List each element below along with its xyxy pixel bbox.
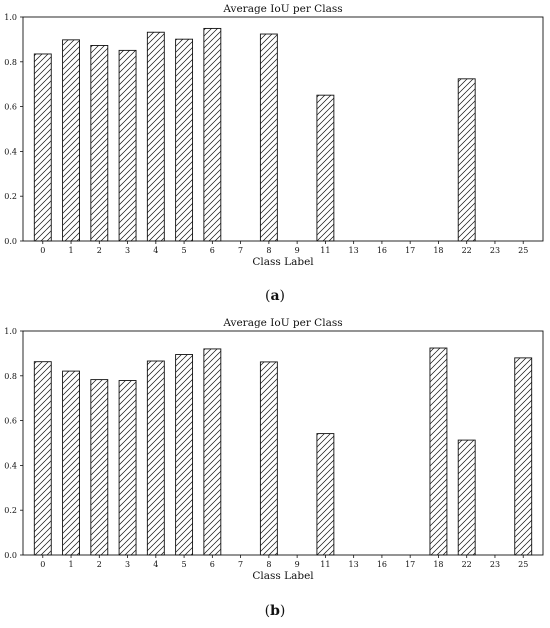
x-tick-label: 16: [377, 246, 387, 255]
chart-panel-a: Average IoU per Class 0 1 2 3 4 5 6 7 8 9 11 13 16 17 1…: [4, 3, 544, 304]
plot-frame: [22, 330, 544, 556]
x-tick-label: 25: [518, 560, 528, 569]
bar-class-5: [175, 38, 194, 242]
bar-class-11: [316, 433, 335, 556]
y-tick-label: 0.4: [4, 147, 17, 156]
chart-panel-b: Average IoU per Class 0 1 2 3 4 5 6 7 8 9 11 13 16 17 1…: [0, 314, 550, 628]
y-tick-label: 0.4: [4, 461, 17, 470]
x-axis-label: Class Label: [252, 256, 314, 268]
x-tick-label: 3: [125, 246, 130, 255]
x-tick-label: 22: [462, 246, 472, 255]
chart-title: Average IoU per Class: [222, 3, 342, 15]
y-tick-label: 0.2: [4, 192, 17, 201]
x-tick-label: 18: [433, 246, 443, 255]
bar-class-3: [118, 49, 137, 242]
x-tick-label: 13: [349, 560, 359, 569]
x-tick-label: 16: [377, 560, 387, 569]
bar-class-6: [203, 27, 222, 242]
y-tick-label: 0.0: [4, 237, 17, 246]
bar-class-1: [62, 39, 80, 242]
x-tick-label: 7: [238, 560, 243, 569]
x-axis-label: Class Label: [252, 570, 314, 582]
x-tick-label: 9: [295, 560, 300, 569]
bar-class-4: [146, 360, 165, 556]
x-tick-label: 2: [97, 560, 102, 569]
x-tick-label: 17: [405, 246, 415, 255]
x-tick-label: 11: [320, 246, 330, 255]
bar-class-3: [118, 380, 137, 556]
x-tick-label: 9: [295, 246, 300, 255]
x-tick-label: 0: [40, 560, 45, 569]
x-tick-label: 4: [153, 246, 158, 255]
y-tick-label: 1.0: [4, 13, 17, 22]
chart-title: Average IoU per Class: [222, 317, 342, 329]
bar-class-22: [457, 439, 476, 556]
y-tick-label: 0.6: [4, 417, 17, 426]
x-tick-label: 17: [405, 560, 415, 569]
bar-class-25: [514, 357, 533, 556]
x-tick-label: 0: [40, 246, 45, 255]
y-tick-label: 0.8: [4, 372, 17, 381]
x-tick-label: 1: [68, 246, 73, 255]
caption-a: (a): [264, 288, 285, 304]
bar-class-0: [33, 361, 52, 556]
bar-class-11: [316, 94, 335, 242]
x-tick-label: 22: [462, 560, 472, 569]
x-tick-label: 4: [153, 560, 158, 569]
x-tick-label: 3: [125, 560, 130, 569]
x-tick-label: 13: [349, 246, 359, 255]
x-tick-label: 8: [266, 246, 271, 255]
x-tick-label: 18: [433, 560, 443, 569]
x-tick-label: 25: [518, 246, 528, 255]
bar-class-4: [146, 31, 165, 242]
x-tick-label: 23: [490, 560, 500, 569]
y-tick-label: 0.8: [4, 58, 17, 67]
bar-class-2: [90, 379, 109, 556]
x-tick-label: 23: [490, 246, 500, 255]
bar-class-0: [33, 53, 52, 242]
x-tick-label: 6: [210, 560, 215, 569]
x-tick-label: 5: [182, 560, 187, 569]
caption-b: (b): [264, 603, 286, 619]
x-tick-label: 11: [320, 560, 330, 569]
bar-class-8: [259, 361, 278, 556]
bar-class-1: [62, 370, 80, 556]
y-tick-label: 0.6: [4, 103, 17, 112]
x-tick-label: 5: [182, 246, 187, 255]
y-tick-label: 1.0: [4, 327, 17, 336]
bar-class-8: [259, 33, 278, 242]
x-tick-label: 1: [68, 560, 73, 569]
y-tick-label: 0.0: [4, 551, 17, 560]
bar-class-5: [175, 354, 194, 556]
x-tick-label: 2: [97, 246, 102, 255]
bar-class-18: [429, 347, 448, 556]
x-tick-label: 7: [238, 246, 243, 255]
x-tick-label: 8: [266, 560, 271, 569]
y-tick-label: 0.2: [4, 506, 17, 515]
plot-frame: [22, 16, 544, 242]
bar-class-6: [203, 348, 222, 556]
x-tick-label: 6: [210, 246, 215, 255]
bar-class-22: [457, 78, 476, 242]
bar-class-2: [90, 44, 109, 242]
